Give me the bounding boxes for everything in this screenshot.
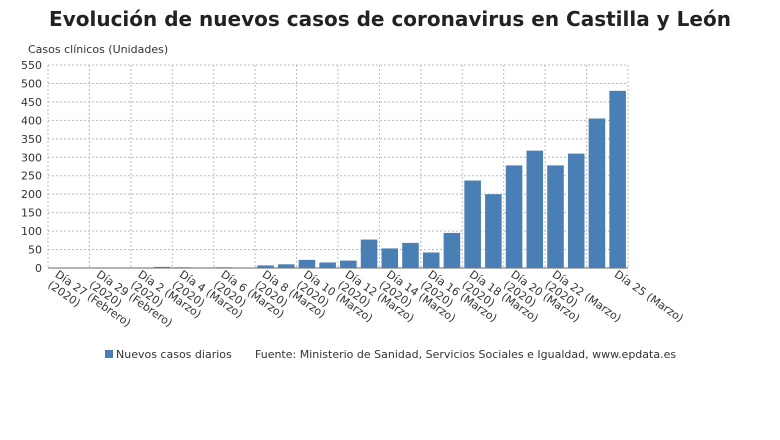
y-tick-label: 500 <box>21 77 42 90</box>
y-axis-label: Casos clínicos (Unidades) <box>28 43 168 56</box>
bar <box>464 180 481 268</box>
y-tick-label: 50 <box>28 244 42 257</box>
bar <box>215 267 233 268</box>
y-tick-label: 550 <box>21 59 42 72</box>
chart-title: Evolución de nuevos casos de coronavirus… <box>49 7 731 31</box>
y-tick-label: 250 <box>21 170 42 183</box>
bar <box>257 265 274 268</box>
x-tick-label: Día 25 (Marzo) <box>612 268 686 325</box>
bar <box>526 150 544 268</box>
bar <box>153 266 171 268</box>
bar <box>443 232 461 268</box>
y-tick-label: 450 <box>21 96 42 109</box>
bar <box>609 90 626 268</box>
y-tick-label: 150 <box>21 207 42 220</box>
bar <box>174 267 191 268</box>
bar <box>277 264 295 268</box>
legend-label: Nuevos casos diarios <box>116 348 232 361</box>
y-tick-label: 400 <box>21 114 42 127</box>
bar <box>588 118 606 268</box>
y-tick-label: 0 <box>35 262 42 275</box>
legend-swatch <box>105 350 113 358</box>
bar <box>298 259 316 268</box>
y-tick-label: 300 <box>21 151 42 164</box>
bar <box>485 194 502 268</box>
y-tick-label: 350 <box>21 133 42 146</box>
bar <box>505 165 523 268</box>
bar <box>319 262 336 268</box>
bar <box>381 248 399 268</box>
y-tick-label: 200 <box>21 188 42 201</box>
bar <box>360 239 378 268</box>
bar <box>422 252 440 268</box>
bar <box>340 260 357 268</box>
bar <box>402 242 419 268</box>
source: Fuente: Ministerio de Sanidad, Servicios… <box>255 348 676 361</box>
y-tick-label: 100 <box>21 225 42 238</box>
bar <box>547 165 564 268</box>
bar <box>567 153 585 268</box>
